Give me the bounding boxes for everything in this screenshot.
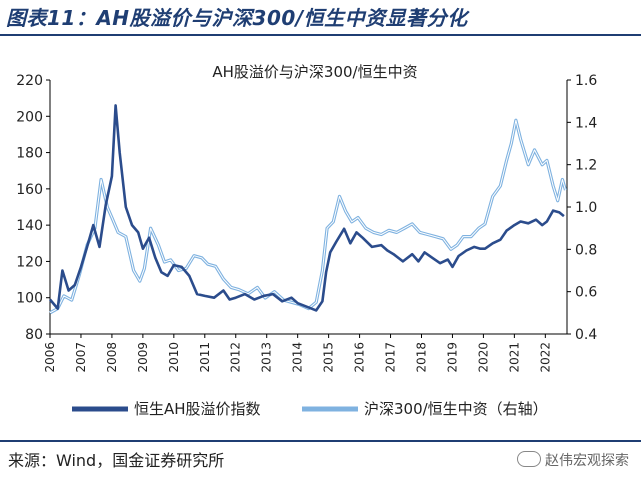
series-line-hang-seng-ah-premium <box>49 104 565 312</box>
x-tick-label: 2020 <box>476 342 490 373</box>
right-tick-label: 1.6 <box>575 73 597 89</box>
x-tick-label: 2006 <box>43 342 57 373</box>
right-tick-label: 0.4 <box>575 327 597 343</box>
x-tick-label: 2021 <box>507 342 521 373</box>
x-tick-label: 2016 <box>353 342 367 373</box>
wechat-icon <box>517 451 541 467</box>
right-axis: 0.4 0.6 0.8 1.0 1.2 1.4 1.6 <box>567 73 597 343</box>
legend-label-csi300-hs-china: 沪深300/恒生中资（右轴） <box>364 400 548 418</box>
figure-title: 图表11：AH股溢价与沪深300/恒生中资显著分化 <box>6 6 468 30</box>
x-tick-label: 2022 <box>538 342 552 373</box>
left-tick-label: 80 <box>25 327 43 343</box>
left-tick-label: 140 <box>16 218 43 234</box>
left-tick-label: 200 <box>16 109 43 125</box>
right-tick-label: 1.2 <box>575 158 597 174</box>
x-tick-label: 2008 <box>105 342 119 373</box>
left-tick-label: 220 <box>16 73 43 89</box>
source-note: 来源：Wind，国金证券研究所 <box>8 451 225 470</box>
x-tick-label: 2019 <box>445 342 459 373</box>
x-tick-label: 2012 <box>229 342 243 373</box>
series-line-csi300-hs-china <box>49 118 568 315</box>
legend-label-hang-seng-ah-premium: 恒生AH股溢价指数 <box>134 400 261 418</box>
left-axis: 80 100 120 140 160 180 200 220 <box>16 73 50 343</box>
series-layer <box>49 104 568 315</box>
watermark-label: 赵伟宏观探索 <box>545 453 629 469</box>
chart-title: AH股溢价与沪深300/恒生中资 <box>212 63 417 81</box>
x-tick-label: 2010 <box>167 342 181 373</box>
x-tick-label: 2014 <box>291 342 305 373</box>
chart: AH股溢价与沪深300/恒生中资 80 100 120 140 160 180 200 220… <box>16 63 597 418</box>
x-tick-label: 2017 <box>384 342 398 373</box>
left-tick-label: 100 <box>16 291 43 307</box>
x-tick-label: 2018 <box>414 342 428 373</box>
series-line-csi300-hs-china-highlight <box>49 119 566 314</box>
footer-divider <box>0 440 641 442</box>
left-tick-label: 120 <box>16 254 43 270</box>
x-tick-label: 2011 <box>198 342 212 373</box>
left-tick-label: 160 <box>16 182 43 198</box>
right-tick-label: 1.4 <box>575 115 597 131</box>
x-tick-label: 2009 <box>136 342 150 373</box>
x-axis: 2006 2007 2008 2009 2010 2011 2012 2013 2014 2015… <box>43 334 552 373</box>
x-tick-label: 2007 <box>74 342 88 373</box>
title-divider <box>0 34 641 36</box>
right-tick-label: 0.6 <box>575 285 597 301</box>
x-tick-label: 2013 <box>260 342 274 373</box>
x-tick-label: 2015 <box>322 342 336 373</box>
left-tick-label: 180 <box>16 146 43 162</box>
right-tick-label: 0.8 <box>575 242 597 258</box>
right-tick-label: 1.0 <box>575 200 597 216</box>
legend: 恒生AH股溢价指数 沪深300/恒生中资（右轴） <box>72 400 548 418</box>
watermark: 赵伟宏观探索 <box>517 450 629 470</box>
